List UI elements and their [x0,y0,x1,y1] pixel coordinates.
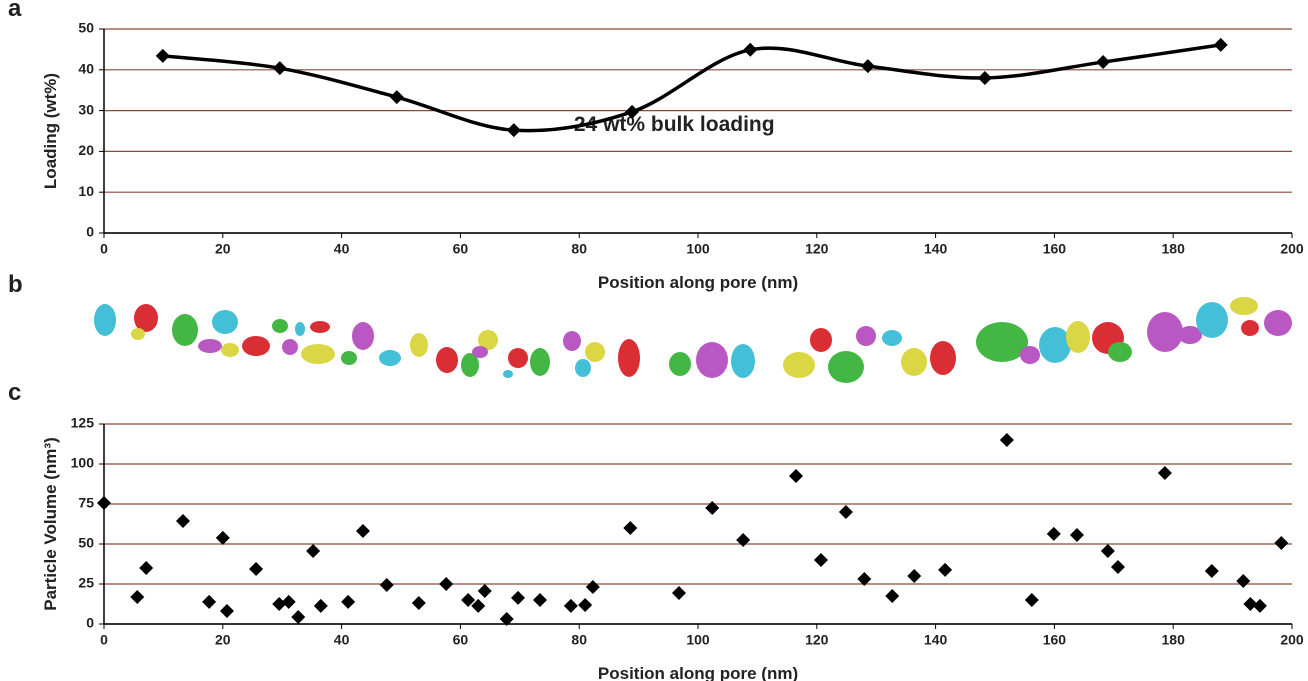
y-tick-label: 0 [86,224,94,240]
marker [1070,528,1084,542]
marker [743,43,757,57]
marker [578,598,592,612]
x-tick-label: 120 [805,241,829,257]
marker [306,544,320,558]
marker [839,505,853,519]
marker [156,49,170,63]
y-tick-label: 50 [78,535,94,551]
marker [291,610,305,624]
marker [1047,527,1061,541]
marker [789,469,803,483]
x-tick-label: 0 [100,632,108,648]
x-tick-label: 100 [686,632,710,648]
marker [130,590,144,604]
marker [282,595,296,609]
marker [356,524,370,538]
marker [511,591,525,605]
y-tick-label: 0 [86,615,94,631]
x-axis-title: Position along pore (nm) [598,273,798,292]
marker [439,577,453,591]
marker [586,580,600,594]
y-tick-label: 125 [71,415,95,431]
marker [533,593,547,607]
x-tick-label: 20 [215,241,231,257]
marker [1158,466,1172,480]
y-tick-label: 100 [71,455,95,471]
y-axis-title: Loading (wt%) [41,73,60,189]
x-tick-label: 80 [571,241,587,257]
x-tick-label: 180 [1162,632,1186,648]
x-tick-label: 80 [571,632,587,648]
x-tick-label: 140 [924,632,948,648]
marker [341,595,355,609]
x-tick-label: 40 [334,241,350,257]
y-tick-label: 50 [78,20,94,36]
x-tick-label: 100 [686,241,710,257]
x-tick-label: 160 [1043,632,1067,648]
marker [478,584,492,598]
y-axis-title: Particle Volume (nm³) [41,437,60,611]
marker [1236,574,1250,588]
x-tick-label: 200 [1280,632,1304,648]
figure: b [0,0,1308,681]
panel-label: c [8,379,21,406]
marker [380,578,394,592]
marker [1000,433,1014,447]
x-axis-title: Position along pore (nm) [598,664,798,681]
marker [314,599,328,613]
marker [273,61,287,75]
marker [1214,38,1228,52]
marker [220,604,234,618]
annotation: 24 wt% bulk loading [574,113,775,136]
x-tick-label: 0 [100,241,108,257]
marker [412,596,426,610]
marker [249,562,263,576]
marker [1253,599,1267,613]
marker [564,599,578,613]
marker [390,90,404,104]
marker [139,561,153,575]
marker [705,501,719,515]
y-tick-label: 40 [78,61,94,77]
particle-image [94,297,1292,383]
y-tick-label: 10 [78,183,94,199]
x-tick-label: 60 [453,632,469,648]
marker [216,531,230,545]
marker [176,514,190,528]
marker [907,569,921,583]
marker [507,123,521,137]
marker [1111,560,1125,574]
x-tick-label: 160 [1043,241,1067,257]
marker [1205,564,1219,578]
marker [938,563,952,577]
y-tick-label: 20 [78,142,94,158]
marker [1096,55,1110,69]
x-tick-label: 20 [215,632,231,648]
y-tick-label: 25 [78,575,94,591]
marker [814,553,828,567]
x-tick-label: 120 [805,632,829,648]
marker [97,496,111,510]
x-tick-label: 180 [1162,241,1186,257]
panel-label: a [8,0,22,22]
marker [202,595,216,609]
marker [672,586,686,600]
x-tick-label: 60 [453,241,469,257]
x-tick-label: 140 [924,241,948,257]
x-tick-label: 200 [1280,241,1304,257]
marker [736,533,750,547]
y-tick-label: 30 [78,101,94,117]
marker [1101,544,1115,558]
x-tick-label: 40 [334,632,350,648]
marker [885,589,899,603]
marker [1274,536,1288,550]
panel-label: b [8,271,23,298]
marker [1025,593,1039,607]
y-tick-label: 75 [78,495,94,511]
marker [623,521,637,535]
marker [861,59,875,73]
marker [978,71,992,85]
